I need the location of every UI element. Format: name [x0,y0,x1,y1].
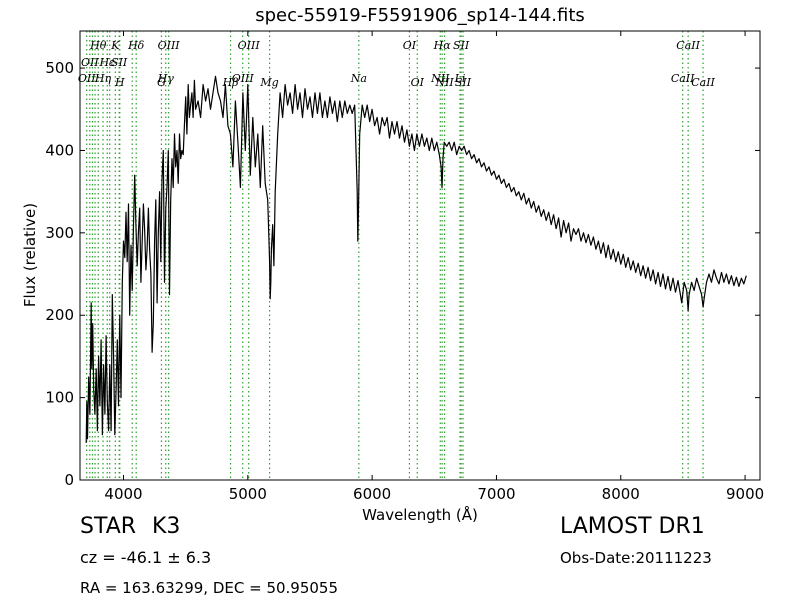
line-marker-label-19: Mg [259,76,278,89]
line-marker-label-25: NII [434,76,454,89]
y-tick-label-5: 500 [45,59,74,77]
line-marker-label-13: G [157,76,166,89]
spectrum-line [85,75,747,443]
line-marker-label-21: OI [403,39,417,52]
line-marker-label-24: Hα [433,39,452,52]
object-class: STAR [80,514,137,539]
line-marker-label-23: NII [430,72,450,85]
line-marker-label-20: Na [350,72,367,85]
x-tick-label-5: 9000 [726,485,764,503]
line-marker-label-29: CaII [671,72,695,85]
x-axis-label: Wavelength (Å) [362,506,478,524]
y-tick-label-2: 200 [45,306,74,324]
line-marker-label-17: OIII [232,72,255,85]
line-marker-label-15: OIII [158,39,181,52]
chart-title: spec-55919-F5591906_sp14-144.fits [255,5,585,26]
y-tick-label-4: 400 [45,141,74,159]
line-marker-label-0: OII [78,72,96,85]
x-tick-label-0: 4000 [104,485,142,503]
line-marker-label-4: Hθ [89,39,107,52]
line-marker-label-30: CaII [676,39,700,52]
y-axis-label: Flux (relative) [21,202,39,308]
y-tick-label-0: 0 [64,471,74,489]
line-marker-label-14: Hγ [157,72,175,85]
coordinates-info: RA = 163.63299, DEC = 50.95055 [80,579,339,597]
x-tick-label-2: 6000 [353,485,391,503]
redshift-info: cz = -46.1 ± 6.3 [80,548,212,567]
line-marker-label-10: H [114,76,125,89]
line-marker-label-27: SII [453,39,470,52]
line-marker-label-8: K [110,39,120,52]
line-marker-label-26: Li [454,72,466,85]
survey-name: LAMOST DR1 [560,514,705,539]
line-marker-label-28: SII [455,76,472,89]
line-marker-label-18: OIII [238,39,261,52]
line-marker-label-31: CaII [691,76,715,89]
object-subclass: K3 [152,514,181,539]
y-tick-label-1: 100 [45,389,74,407]
line-marker-label-16: Hβ [222,76,239,89]
plot-frame [79,30,761,481]
x-tick-label-3: 7000 [477,485,515,503]
line-marker-label-6: Hε [98,56,115,69]
x-tick-label-1: 5000 [229,485,267,503]
observation-date: Obs-Date:20111223 [560,549,712,567]
line-marker-label-1: OII [81,56,99,69]
line-marker-label-12: Hδ [127,39,145,52]
line-marker-label-22: OI [411,76,425,89]
line-marker-label-9: SII [111,56,128,69]
y-tick-label-3: 300 [45,224,74,242]
x-tick-label-4: 8000 [602,485,640,503]
line-marker-label-5: Hη [94,72,112,85]
